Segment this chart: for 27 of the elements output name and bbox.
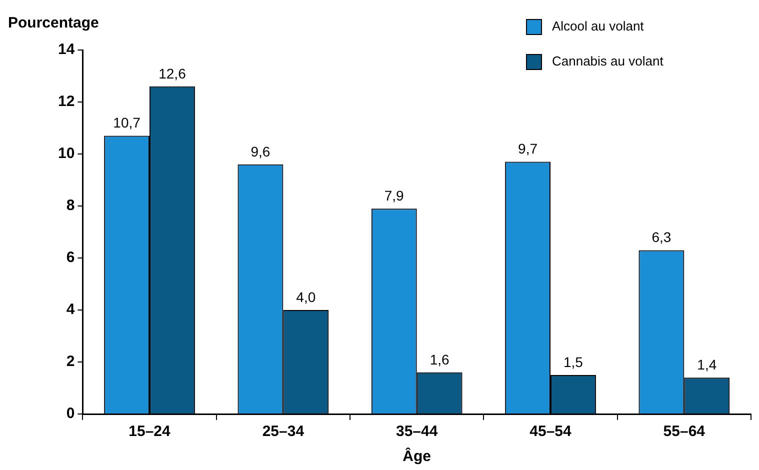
x-tick-label: 55–64	[663, 423, 706, 440]
y-tick-label: 0	[66, 405, 75, 422]
y-tick-label: 8	[66, 197, 75, 214]
y-axis-title: Pourcentage	[8, 14, 99, 32]
data-label: 12,6	[158, 65, 186, 82]
legend-label: Alcool au volant	[552, 18, 644, 34]
data-label: 9,6	[250, 143, 270, 160]
y-tick-label: 6	[66, 249, 75, 266]
y-tick-label: 2	[66, 353, 75, 370]
x-axis-title: Âge	[402, 447, 432, 466]
data-label: 7,9	[384, 187, 404, 204]
data-label: 4,0	[296, 288, 316, 305]
x-tick-label: 45–54	[530, 423, 572, 440]
y-tick-label: 12	[58, 93, 75, 110]
data-label: 9,7	[518, 140, 538, 157]
data-label: 1,5	[563, 354, 584, 370]
legend-label: Cannabis au volant	[552, 54, 664, 69]
data-label: 1,4	[697, 356, 717, 372]
y-tick-label: 10	[58, 145, 75, 162]
data-label: 10,7	[113, 114, 141, 131]
data-label: 6,3	[652, 229, 672, 246]
data-label: 1,6	[430, 351, 450, 368]
y-tick-label: 4	[66, 301, 76, 318]
x-tick-label: 25–34	[262, 423, 305, 440]
x-tick-label: 15–24	[128, 423, 172, 440]
x-tick-label: 35–44	[396, 423, 438, 440]
y-tick-label: 14	[58, 41, 76, 58]
